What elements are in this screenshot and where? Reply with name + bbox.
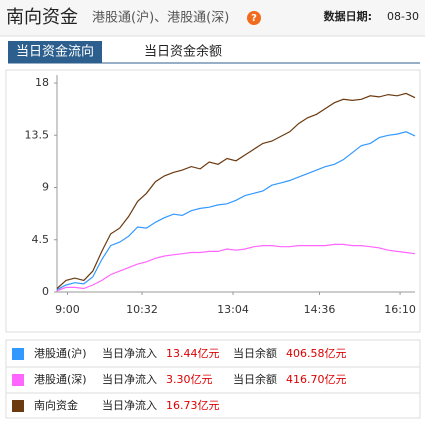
x-tick-label: 14:36 xyxy=(304,303,336,316)
x-tick-label: 16:10 xyxy=(384,303,416,316)
help-icon[interactable] xyxy=(247,11,261,25)
date-label: 数据日期: xyxy=(324,9,372,23)
y-tick-label: 0 xyxy=(42,285,49,298)
net-label: 当日净流入 xyxy=(102,398,157,412)
x-tick-label: 9:00 xyxy=(55,303,80,316)
legend-name: 港股通(深) xyxy=(34,373,87,386)
series-line xyxy=(56,92,416,289)
legend-name: 港股通(沪) xyxy=(34,346,87,360)
y-tick-label: 18 xyxy=(35,76,49,89)
balance-value: 416.70亿元 xyxy=(286,373,347,386)
y-tick-label: 4.5 xyxy=(32,233,50,246)
tab-active[interactable] xyxy=(8,41,102,63)
legend-swatch xyxy=(12,348,24,360)
header-bg xyxy=(0,0,425,36)
legend-swatch xyxy=(12,374,24,386)
x-tick-label: 10:32 xyxy=(126,303,158,316)
subtitle: 港股通(沪)、港股通(深) xyxy=(92,10,229,26)
balance-value: 406.58亿元 xyxy=(286,347,347,360)
series-line xyxy=(56,131,416,291)
balance-label: 当日余额 xyxy=(233,372,277,386)
net-label: 当日净流入 xyxy=(102,372,157,386)
net-value: 13.44亿元 xyxy=(166,347,220,360)
x-tick-label: 13:04 xyxy=(217,303,249,316)
tab[interactable]: 当日资金流向 xyxy=(16,44,94,60)
legend-name: 南向资金 xyxy=(34,398,78,412)
help-mark[interactable]: ? xyxy=(251,13,257,24)
date: 08-30 xyxy=(387,10,419,23)
legend-swatch xyxy=(12,400,24,412)
title: 南向资金 xyxy=(6,7,78,28)
net-label: 当日净流入 xyxy=(102,346,157,360)
tab[interactable]: 当日资金余额 xyxy=(144,44,222,60)
net-value: 16.73亿元 xyxy=(166,399,220,412)
chart-frame xyxy=(5,69,421,333)
net-value: 3.30亿元 xyxy=(166,373,213,386)
y-tick-label: 9 xyxy=(42,181,49,194)
balance-label: 当日余额 xyxy=(233,346,277,360)
legend-frame xyxy=(5,339,421,419)
series-line xyxy=(56,243,416,292)
y-tick-label: 13.5 xyxy=(25,128,50,141)
